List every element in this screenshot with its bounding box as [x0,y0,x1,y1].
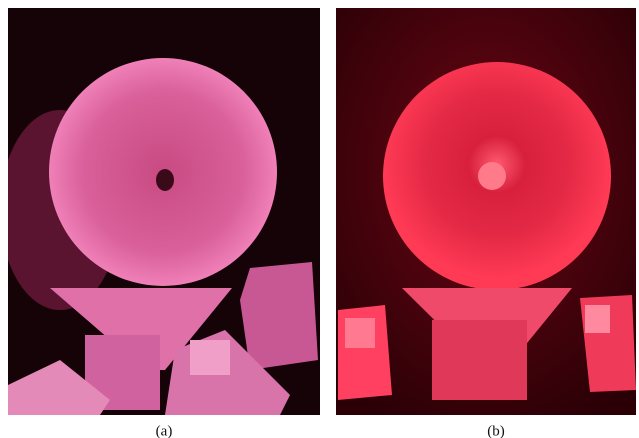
caption: (a) [156,423,173,438]
photo-b [336,8,636,415]
caption: (b) [487,423,505,438]
photo-a [8,8,320,415]
